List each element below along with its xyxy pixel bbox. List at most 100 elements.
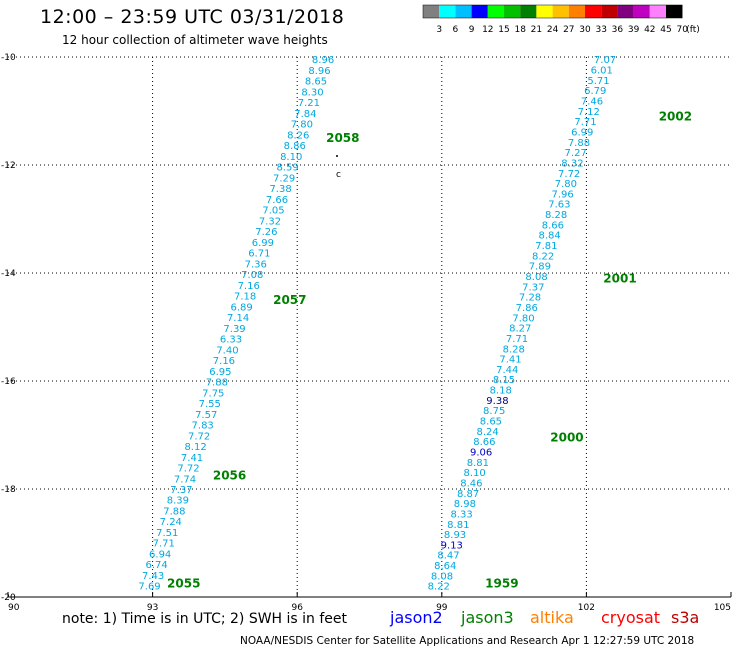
wave-height-label: 6.33 <box>220 335 242 346</box>
stray-point <box>336 155 338 157</box>
colorbar-swatch <box>504 5 521 18</box>
colorbar-swatch <box>471 5 488 18</box>
wave-height-label: 8.39 <box>167 496 189 507</box>
stray-marks: c <box>336 155 341 180</box>
colorbar-tick-label: 9 <box>469 25 475 35</box>
wave-height-label: 7.38 <box>269 184 291 195</box>
wave-height-label: 8.28 <box>503 344 525 355</box>
colorbar-tick-label: 3 <box>436 25 442 35</box>
wave-height-label: 7.05 <box>262 206 284 217</box>
colorbar-frame <box>422 4 683 19</box>
wave-height-label: 7.24 <box>160 517 182 528</box>
colorbar-swatch <box>617 5 634 18</box>
wave-height-label: 7.41 <box>181 453 203 464</box>
wave-height-label: 9.13 <box>441 540 463 551</box>
wave-height-label: 7.89 <box>529 262 551 273</box>
wave-height-label: 7.40 <box>216 345 238 356</box>
wave-height-label: 7.72 <box>188 431 210 442</box>
colorbar-swatch <box>487 5 504 18</box>
wave-height-label: 8.93 <box>444 530 466 541</box>
units-note: note: 1) Time is in UTC; 2) SWH is in fe… <box>62 611 348 627</box>
wave-height-label: 9.06 <box>470 447 492 458</box>
wave-height-label: 7.88 <box>163 506 185 517</box>
wave-height-label: 7.32 <box>259 216 281 227</box>
y-tick-label: -18 <box>1 485 16 495</box>
pass-time-label: 2056 <box>213 469 246 483</box>
satellite-legend-s3a: s3a <box>671 608 700 627</box>
colorbar-tick-label: 30 <box>579 25 591 35</box>
x-tick-label: 90 <box>8 603 20 613</box>
chart-subtitle: 12 hour collection of altimeter wave hei… <box>62 33 328 47</box>
wave-height-label: 8.66 <box>542 220 564 231</box>
wave-height-label: 7.37 <box>170 485 192 496</box>
satellite-legend-jason2: jason2 <box>390 608 443 627</box>
x-tick-label: 105 <box>714 603 731 613</box>
colorbar-swatch <box>520 5 537 18</box>
wave-height-label: 7.74 <box>174 474 196 485</box>
wave-height-label: 7.51 <box>156 528 178 539</box>
wave-height-label: 7.75 <box>202 388 224 399</box>
colorbar-tick-label: 33 <box>595 25 606 35</box>
pass-time-label: 2058 <box>326 131 359 145</box>
wave-height-label: 8.81 <box>467 458 489 469</box>
colorbar: 3 6 9 12 15 18 21 24 27 30 33 36 39 42 45 70(ft) <box>422 4 700 35</box>
colorbar-swatch <box>455 5 472 18</box>
colorbar-swatch <box>601 5 618 18</box>
colorbar-swatch <box>585 5 602 18</box>
wave-height-label: 7.43 <box>142 571 164 582</box>
colorbar-tick-label: 27 <box>563 25 574 35</box>
wave-height-label: 8.26 <box>287 130 309 141</box>
x-tick-label: 102 <box>578 603 595 613</box>
colorbar-swatch <box>666 5 683 18</box>
wave-height-label: 8.47 <box>437 551 459 562</box>
wave-height-label: 7.16 <box>213 356 235 367</box>
colorbar-tick-label: 21 <box>531 25 542 35</box>
wave-height-label: 8.24 <box>477 427 499 438</box>
x-tick-label: 93 <box>147 603 158 613</box>
wave-height-label: 7.36 <box>245 259 267 270</box>
wave-height-label: 7.28 <box>519 293 541 304</box>
wave-height-label: 8.10 <box>463 468 485 479</box>
grid <box>8 57 731 597</box>
wave-height-label: 9.38 <box>486 396 508 407</box>
wave-height-label: 7.72 <box>177 464 199 475</box>
wave-height-label: 7.80 <box>555 179 577 190</box>
wave-height-label: 7.71 <box>153 539 175 550</box>
wave-height-label: 7.12 <box>578 107 600 118</box>
wave-height-label: 8.32 <box>561 158 583 169</box>
wave-height-label: 8.18 <box>490 386 512 397</box>
wave-height-label: 8.08 <box>431 571 453 582</box>
wave-height-label: 8.30 <box>301 87 323 98</box>
wave-height-label: 7.46 <box>581 96 603 107</box>
wave-height-label: 7.55 <box>199 399 221 410</box>
wave-height-label: 6.99 <box>571 127 593 138</box>
footer-credit: NOAA/NESDIS Center for Satellite Applica… <box>240 635 695 647</box>
colorbar-tick-label: 24 <box>547 25 559 35</box>
wave-height-label: 7.71 <box>574 117 596 128</box>
wave-height-label: 8.15 <box>493 375 515 386</box>
colorbar-swatch <box>633 5 650 18</box>
satellite-legend-cryosat: cryosat <box>601 608 661 627</box>
wave-height-label: 8.87 <box>457 489 479 500</box>
wave-height-label: 7.26 <box>255 227 277 238</box>
axes: 90 93 96 99 102 105 -10 -12 -14 -16 -18 -20 <box>1 53 732 613</box>
wave-height-label: 7.41 <box>499 355 521 366</box>
wave-height-label: 7.69 <box>138 582 160 593</box>
wave-height-label: 7.83 <box>192 421 214 432</box>
y-tick-label: -12 <box>1 161 16 171</box>
wave-height-label: 8.22 <box>428 582 450 593</box>
wave-height-label: 8.96 <box>312 55 334 66</box>
wave-height-label: 8.59 <box>277 163 299 174</box>
wave-height-label: 7.08 <box>241 270 263 281</box>
wave-height-label: 7.37 <box>522 282 544 293</box>
wave-height-label: 7.63 <box>548 200 570 211</box>
wave-height-label: 8.08 <box>525 272 547 283</box>
wave-height-label: 7.88 <box>568 138 590 149</box>
pass-time-label: 2000 <box>550 431 583 445</box>
tracks: 7.697.436.746.947.717.517.247.888.397.37… <box>138 55 692 593</box>
wave-height-label: 8.96 <box>308 66 330 77</box>
x-tick-label: 99 <box>436 603 448 613</box>
colorbar-tick-label: 6 <box>453 25 459 35</box>
wave-height-label: 6.89 <box>230 302 252 313</box>
wave-height-label: 6.71 <box>248 249 270 260</box>
